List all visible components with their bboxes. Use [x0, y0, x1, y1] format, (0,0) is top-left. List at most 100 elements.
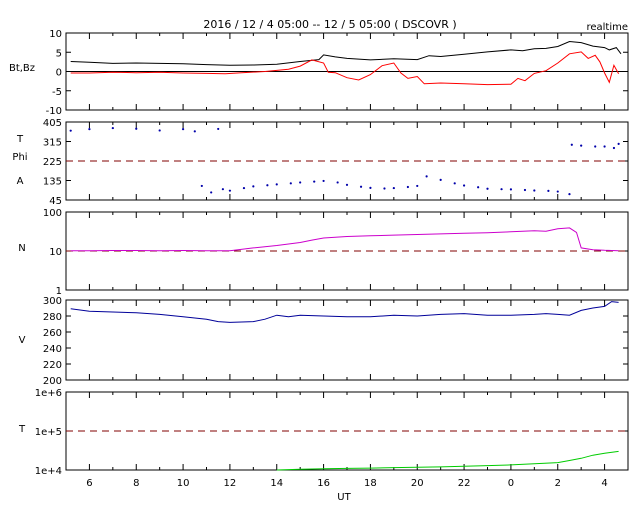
- data-point: [181, 128, 185, 131]
- y-tick-label: 315: [43, 138, 62, 149]
- y-axis-label: T: [16, 134, 24, 145]
- y-tick-label: 240: [43, 344, 62, 355]
- data-point: [193, 130, 196, 133]
- y-tick-label: 1e+6: [35, 388, 62, 399]
- panel-phi: 405 315 225 135 45 T Phi A: [12, 118, 629, 207]
- data-point: [509, 188, 513, 191]
- series-line-temp-0: [276, 450, 619, 471]
- data-point: [313, 180, 316, 183]
- y-tick-label: 300: [43, 296, 62, 307]
- series-line-b-1: [70, 51, 620, 86]
- data-point: [547, 189, 550, 192]
- data-point: [425, 175, 428, 178]
- data-point: [462, 184, 466, 187]
- data-point: [135, 127, 138, 130]
- x-tick-label: 16: [317, 478, 330, 489]
- data-point: [392, 186, 395, 190]
- y-tick-label: 10: [49, 29, 62, 40]
- data-point: [242, 186, 246, 190]
- data-point: [594, 145, 597, 148]
- x-tick-label: 18: [364, 478, 377, 489]
- data-point: [345, 183, 349, 186]
- data-point: [88, 128, 91, 131]
- data-point: [210, 191, 213, 194]
- panel-v: 300 280 260 240 220 200 V: [19, 296, 629, 387]
- y-tick-label: 45: [49, 196, 62, 207]
- y-tick-label: 280: [43, 312, 62, 323]
- x-axis: 6 8 10 12 14 16 18 20 22 0 2 4: [86, 478, 608, 489]
- y-axis-label: T: [18, 424, 26, 435]
- y-axis-label: N: [18, 243, 25, 254]
- y-tick-label: 225: [43, 157, 62, 168]
- panel-n: 100 10 1 N: [18, 208, 629, 297]
- y-tick-label: 405: [43, 118, 62, 129]
- y-tick-label: 0: [56, 68, 62, 79]
- data-point: [221, 188, 224, 191]
- x-tick-label: 10: [177, 478, 190, 489]
- data-point: [617, 142, 620, 145]
- panel-temp: 1e+6 1e+5 1e+4 T: [18, 388, 629, 477]
- data-point: [322, 179, 325, 183]
- data-point: [406, 185, 409, 189]
- data-point: [439, 178, 442, 181]
- x-tick-label: 14: [270, 478, 283, 489]
- data-point: [275, 183, 278, 186]
- data-point: [533, 189, 536, 192]
- y-axis-label: Phi: [12, 152, 27, 163]
- series-line-n-0: [70, 227, 619, 252]
- y-tick-label: 135: [43, 177, 62, 188]
- data-point: [523, 188, 527, 192]
- y-tick-label: 260: [43, 328, 62, 339]
- y-tick-label: 1: [56, 286, 62, 297]
- data-point: [111, 126, 114, 130]
- y-tick-label: 1e+5: [35, 427, 62, 438]
- data-point: [383, 187, 386, 190]
- data-point: [359, 185, 363, 188]
- data-point: [69, 129, 72, 132]
- data-point: [570, 143, 573, 146]
- data-point: [158, 129, 161, 132]
- y-tick-label: 10: [49, 247, 62, 258]
- data-point: [299, 181, 302, 184]
- x-tick-label: 2: [555, 478, 561, 489]
- x-tick-label: 6: [86, 478, 92, 489]
- data-point: [217, 127, 220, 131]
- y-tick-label: -10: [46, 106, 62, 117]
- data-point: [200, 184, 203, 188]
- y-axis-label: A: [17, 176, 24, 187]
- x-axis-label: UT: [337, 492, 351, 503]
- data-point: [580, 144, 583, 147]
- y-axis-label: Bt,Bz: [9, 63, 35, 74]
- data-point: [603, 145, 606, 148]
- data-point: [477, 186, 480, 189]
- realtime-tag: realtime: [586, 22, 628, 33]
- y-axis-label: V: [19, 335, 26, 346]
- data-point: [266, 184, 269, 187]
- data-point: [228, 189, 232, 192]
- data-point: [369, 186, 372, 189]
- data-point: [556, 190, 559, 193]
- data-point: [252, 185, 255, 188]
- x-tick-label: 20: [411, 478, 424, 489]
- panel-b: 10 5 0 -5 -10 Bt,Bz: [9, 29, 629, 117]
- data-point: [289, 182, 292, 185]
- y-tick-label: 100: [43, 208, 62, 219]
- series-phi-0: [69, 126, 620, 196]
- y-tick-label: -5: [52, 87, 62, 98]
- series-line-b-0: [70, 40, 622, 66]
- data-point: [500, 188, 503, 191]
- x-tick-label: 22: [458, 478, 471, 489]
- x-tick-label: 4: [601, 478, 607, 489]
- x-tick-label: 12: [224, 478, 237, 489]
- panel-frame: [65, 299, 629, 381]
- data-point: [486, 187, 489, 190]
- panels-group: 10 5 0 -5 -10 Bt,Bz 405 315 225 135 45 T Phi A 100 10 1 N…: [9, 29, 629, 477]
- data-point: [416, 184, 419, 188]
- y-tick-label: 200: [43, 376, 62, 387]
- series-line-v-0: [70, 301, 619, 323]
- y-tick-label: 1e+4: [35, 466, 62, 477]
- chart-title: 2016 / 12 / 4 05:00 -- 12 / 5 05:00 ( DS…: [203, 18, 456, 31]
- y-tick-label: 220: [43, 360, 62, 371]
- data-point: [612, 146, 616, 150]
